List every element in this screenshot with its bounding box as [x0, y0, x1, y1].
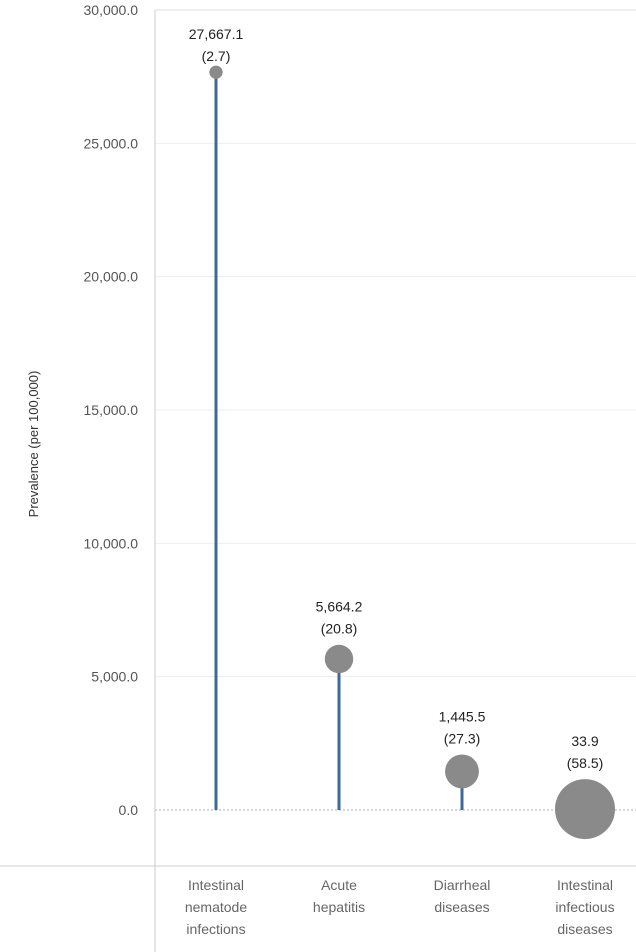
secondary-value-label: (58.5)	[567, 755, 604, 771]
lollipop-marker	[209, 65, 223, 79]
category-label: diseases	[434, 899, 489, 915]
secondary-value-label: (20.8)	[321, 621, 358, 637]
category-labels: Intestinal nematode infections Acute hepatit…	[185, 877, 615, 937]
lollipop-marks: (2.7) 27,667.1 (20.8) 5,664.2 (27.3) 1,445.5 (…	[189, 26, 615, 840]
lollipop-marker	[445, 754, 479, 789]
grid-lines	[155, 142, 636, 811]
category-label: Acute	[321, 877, 357, 893]
category-label: Diarrheal	[434, 877, 491, 893]
value-label: 33.9	[571, 733, 598, 749]
y-tick-labels: 0.0 5,000.0 10,000.0 15,000.0 20,000.0 25,000…	[84, 2, 139, 818]
lollipop-marker	[324, 644, 354, 674]
y-tick-label: 15,000.0	[84, 402, 139, 418]
value-label: 5,664.2	[316, 599, 363, 615]
category-label: Intestinal	[557, 877, 613, 893]
y-tick-label: 0.0	[119, 802, 139, 818]
secondary-value-label: (27.3)	[444, 731, 481, 747]
category-label: infectious	[555, 899, 614, 915]
secondary-value-label: (2.7)	[202, 48, 231, 64]
category-label: Intestinal	[188, 877, 244, 893]
y-axis-label: Prevalence (per 100,000)	[26, 371, 41, 518]
category-label: hepatitis	[313, 899, 365, 915]
y-tick-label: 10,000.0	[84, 535, 139, 551]
y-tick-label: 5,000.0	[91, 669, 138, 685]
y-tick-label: 30,000.0	[84, 2, 139, 18]
value-label: 1,445.5	[439, 709, 486, 725]
lollipop-marker	[555, 779, 615, 840]
category-label: diseases	[557, 921, 612, 937]
category-label: infections	[186, 921, 245, 937]
category-label: nematode	[185, 899, 247, 915]
y-tick-label: 25,000.0	[84, 135, 139, 151]
y-tick-label: 20,000.0	[84, 269, 139, 285]
value-label: 27,667.1	[189, 26, 244, 42]
